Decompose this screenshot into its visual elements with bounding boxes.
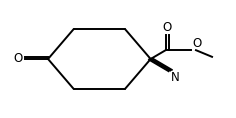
Text: N: N xyxy=(171,71,180,84)
Text: O: O xyxy=(163,21,172,34)
Text: O: O xyxy=(193,37,202,50)
Text: O: O xyxy=(14,53,23,65)
